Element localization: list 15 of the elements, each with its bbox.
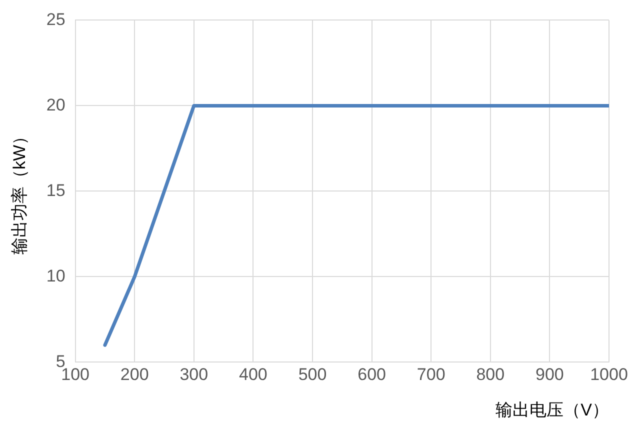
y-tick-label: 10: [46, 266, 66, 286]
y-tick-label: 20: [46, 95, 66, 114]
x-tick-label: 400: [239, 365, 268, 384]
x-tick-label: 200: [120, 365, 149, 384]
x-tick-label: 900: [536, 365, 564, 384]
y-tick-label: 25: [46, 10, 66, 29]
x-tick-label: 800: [476, 365, 505, 384]
x-axis-title: 输出电压（V）: [496, 400, 609, 420]
y-tick-label: 15: [46, 180, 66, 200]
x-tick-label: 1000: [590, 365, 628, 384]
x-tick-label: 700: [416, 365, 446, 384]
x-tick-label: 600: [358, 365, 386, 384]
y-axis-title: 输出功率（kW）: [10, 128, 29, 254]
x-tick-label: 500: [298, 365, 327, 384]
x-tick-label: 300: [180, 365, 208, 384]
